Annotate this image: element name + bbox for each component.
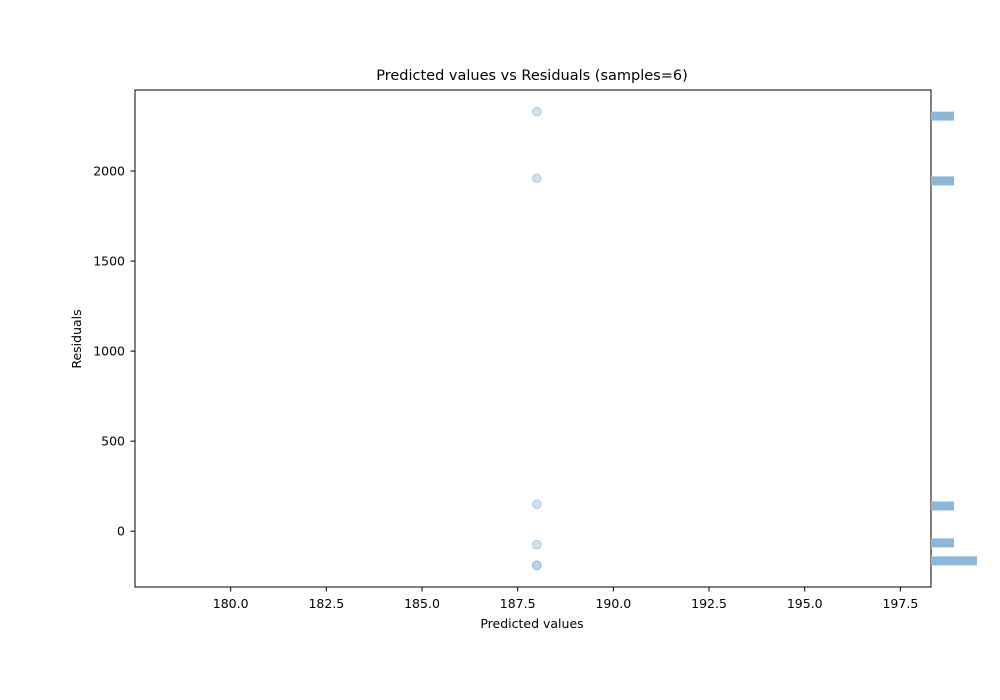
x-tick-label: 182.5 <box>308 596 344 611</box>
scatter-point <box>532 499 542 509</box>
x-axis-label: Predicted values <box>480 616 583 631</box>
x-tick-label: 185.0 <box>404 596 440 611</box>
x-tick-label: 190.0 <box>595 596 631 611</box>
histogram-bar <box>931 111 954 121</box>
y-tick-label: 500 <box>101 434 125 449</box>
x-tick-label: 195.0 <box>787 596 823 611</box>
histogram-bar <box>931 501 954 511</box>
x-axis-ticks: 180.0 182.5 185.0 187.5 190.0 192.5 195.0 197.5 <box>213 587 918 611</box>
x-tick-label: 192.5 <box>691 596 727 611</box>
y-tick-label: 0 <box>117 524 125 539</box>
marginal-histogram <box>931 111 977 566</box>
x-tick-label: 187.5 <box>500 596 536 611</box>
histogram-bar <box>931 538 954 548</box>
scatter-point <box>532 539 542 550</box>
histogram-bar <box>931 176 954 186</box>
scatter-point <box>532 560 542 571</box>
y-tick-label: 1000 <box>93 344 125 359</box>
scatter-point <box>532 106 542 117</box>
chart-title: Predicted values vs Residuals (samples=6… <box>376 68 688 84</box>
plot-area <box>134 89 932 588</box>
y-axis-ticks: 0 500 1000 1500 2000 <box>93 164 135 539</box>
x-tick-label: 197.5 <box>882 596 918 611</box>
scatter-points <box>532 106 542 571</box>
y-tick-label: 2000 <box>93 164 125 179</box>
scatter-point <box>532 173 542 184</box>
x-tick-label: 180.0 <box>213 596 249 611</box>
y-axis-label: Residuals <box>69 309 84 368</box>
histogram-bar <box>931 556 977 566</box>
y-tick-label: 1500 <box>93 254 125 269</box>
